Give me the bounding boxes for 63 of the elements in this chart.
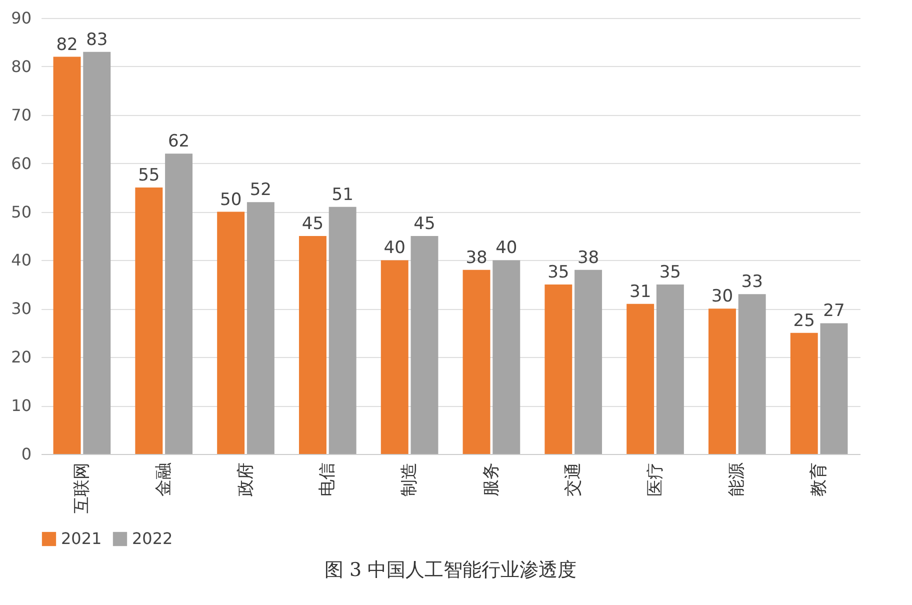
y-tick-label: 30 bbox=[11, 299, 32, 318]
data-label: 35 bbox=[548, 262, 570, 282]
data-label: 40 bbox=[496, 238, 518, 258]
y-tick-label: 60 bbox=[11, 154, 32, 173]
x-tick-label: 互联网 bbox=[72, 462, 92, 514]
bar bbox=[246, 202, 274, 454]
bar bbox=[626, 304, 654, 454]
bar bbox=[738, 294, 766, 454]
bar bbox=[217, 212, 245, 454]
data-label: 55 bbox=[138, 166, 160, 186]
x-tick-label: 金融 bbox=[154, 462, 174, 496]
x-tick-label: 交通 bbox=[563, 462, 584, 496]
legend-label: 2021 bbox=[61, 529, 102, 548]
y-tick-label: 90 bbox=[11, 8, 32, 28]
data-label: 40 bbox=[384, 238, 406, 258]
text: 图 3 中国人工智能行业渗透度 bbox=[324, 559, 577, 581]
y-tick-label: 50 bbox=[11, 202, 32, 222]
y-tick-label: 70 bbox=[11, 105, 32, 124]
y-tick-label: 40 bbox=[11, 250, 32, 270]
data-label: 30 bbox=[711, 286, 734, 307]
legend-label: 2022 bbox=[132, 529, 173, 548]
x-tick-label: 电信 bbox=[318, 462, 338, 496]
bar bbox=[656, 284, 684, 454]
bar bbox=[135, 188, 163, 454]
data-label: 51 bbox=[332, 184, 354, 205]
data-label: 38 bbox=[466, 248, 488, 268]
bar bbox=[790, 332, 818, 454]
bar bbox=[380, 260, 408, 454]
y-tick-label: 80 bbox=[11, 56, 32, 76]
bar bbox=[574, 270, 602, 454]
data-label: 45 bbox=[414, 214, 436, 234]
x-tick-label: 服务 bbox=[481, 462, 502, 496]
bar bbox=[53, 56, 81, 454]
data-label: 27 bbox=[823, 301, 845, 322]
x-tick-label: 政府 bbox=[236, 462, 256, 496]
bar bbox=[462, 270, 490, 454]
data-label: 25 bbox=[793, 310, 815, 331]
bar bbox=[328, 206, 356, 454]
data-label: 35 bbox=[659, 262, 681, 282]
x-tick-label: 教育 bbox=[809, 462, 830, 496]
data-label: 31 bbox=[630, 282, 652, 302]
x-tick-label: 能源 bbox=[727, 462, 748, 496]
data-label: 52 bbox=[250, 180, 272, 200]
bar bbox=[298, 236, 326, 454]
data-label: 45 bbox=[302, 214, 324, 234]
y-tick-label: 20 bbox=[11, 348, 32, 367]
x-tick-label: 医疗 bbox=[645, 462, 666, 496]
bar bbox=[165, 154, 193, 454]
data-label: 83 bbox=[86, 30, 108, 50]
y-tick-label: 10 bbox=[11, 396, 32, 416]
data-label: 82 bbox=[56, 34, 78, 55]
bar bbox=[410, 236, 438, 454]
bar bbox=[492, 260, 520, 454]
data-label: 62 bbox=[168, 132, 190, 152]
data-label: 33 bbox=[741, 272, 763, 292]
y-tick-label: 0 bbox=[21, 444, 32, 464]
bar bbox=[708, 308, 736, 454]
x-tick-label: 制造 bbox=[400, 462, 420, 496]
bar bbox=[544, 284, 572, 454]
data-label: 38 bbox=[577, 248, 600, 268]
bar bbox=[820, 323, 848, 454]
bar bbox=[83, 52, 111, 454]
data-label: 50 bbox=[220, 190, 242, 210]
